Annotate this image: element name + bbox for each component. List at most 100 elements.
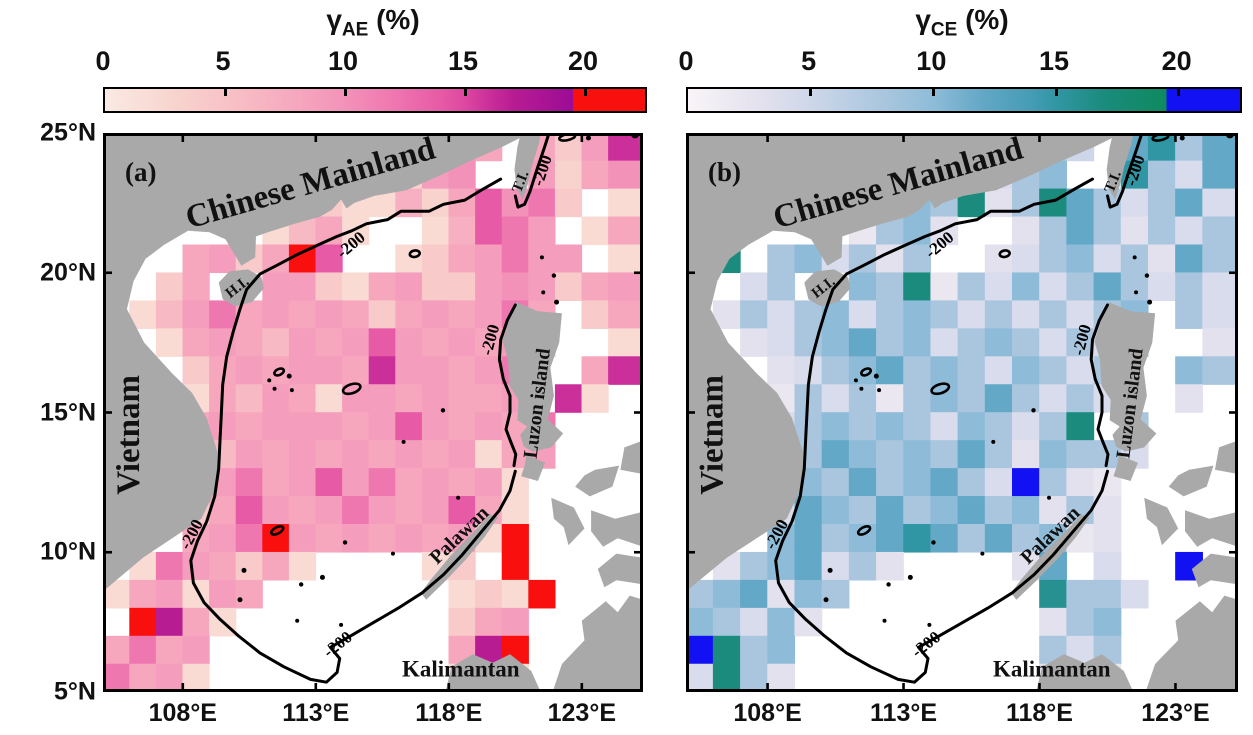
heatmap-cell	[528, 579, 556, 609]
land-hainan-island	[218, 269, 264, 307]
heatmap-cell	[315, 356, 343, 385]
colorbar-tick-label: 0	[95, 46, 111, 76]
colorbar-tick-label: 20	[1161, 46, 1192, 76]
colorbar-ae	[103, 87, 647, 113]
heatmap-cell	[448, 356, 476, 385]
heatmap-cell	[448, 468, 476, 497]
colorbar-ticks-ae: 0 5 10 15 20	[95, 46, 643, 78]
heatmap-cell	[448, 579, 476, 609]
isobath-shelf-edge-main	[189, 177, 517, 684]
heatmap-cell	[686, 635, 714, 665]
heatmap-cell	[554, 244, 583, 274]
heatmap-cell	[395, 384, 423, 413]
island-dot	[272, 386, 277, 391]
heatmap-cell	[821, 496, 850, 525]
island-dot	[827, 567, 833, 573]
heatmap-cell	[421, 384, 450, 413]
island-dot	[1031, 408, 1036, 413]
heatmap-cell	[876, 272, 904, 301]
heatmap-cell	[1012, 272, 1040, 301]
heatmap-cell	[876, 328, 904, 357]
heatmap-cell	[1066, 300, 1095, 329]
heatmap-cell	[930, 384, 959, 413]
island-dot	[339, 622, 344, 627]
heatmap-cell	[342, 272, 370, 301]
heatmap-cell	[448, 244, 476, 274]
heatmap-cell	[1012, 468, 1040, 497]
heatmap-cell	[876, 524, 904, 553]
heatmap-cell	[288, 496, 317, 525]
heatmap-cell	[821, 356, 850, 385]
heatmap-cell	[848, 468, 877, 497]
lat-tick-label: 20°N	[40, 258, 96, 287]
heatmap-cell	[1066, 244, 1095, 274]
heatmap-cell	[767, 244, 796, 274]
panel-label: (a)	[125, 157, 156, 187]
heatmap-cell	[368, 384, 396, 413]
island-dot	[927, 622, 932, 627]
place-label-kalimantan: Kalimantan	[993, 657, 1111, 682]
island-dot	[823, 597, 829, 603]
heatmap-cell	[501, 607, 529, 637]
heatmap-cell	[930, 272, 959, 301]
heatmap-cell	[155, 551, 184, 581]
heatmap-cell	[1066, 412, 1095, 441]
land-samar-blob	[620, 440, 643, 474]
island-dot	[585, 135, 591, 141]
heatmap-cell	[1093, 524, 1122, 553]
heatmap-cell	[957, 440, 986, 469]
heatmap-cell	[930, 216, 959, 246]
island-dot	[931, 540, 936, 545]
heatmap-cell	[930, 496, 959, 525]
land-chinese-mainland-vietnam	[103, 133, 530, 592]
colorbar-ce	[686, 87, 1242, 113]
heatmap-cell	[1093, 244, 1122, 274]
heatmap-cell	[957, 356, 986, 385]
heatmap-cell	[368, 524, 396, 553]
heatmap-cell	[288, 328, 317, 357]
heatmap-cell	[235, 468, 263, 497]
heatmap-cell	[448, 412, 476, 441]
heatmap-cell	[1012, 356, 1040, 385]
heatmap-cell	[1066, 328, 1095, 357]
heatmap-cell	[581, 160, 609, 190]
heatmap-cell	[1093, 551, 1122, 581]
heatmap-cell	[608, 272, 643, 301]
lon-tick-label: 108°E	[733, 699, 802, 727]
heatmap-cell	[395, 244, 423, 274]
island-dot	[980, 551, 985, 556]
heatmap-cell	[475, 328, 503, 357]
heatmap-cell	[1175, 356, 1203, 385]
heatmap-cell	[794, 524, 823, 553]
island-dot	[873, 373, 879, 379]
heatmap-cell	[984, 272, 1013, 301]
heatmap-cell	[235, 412, 263, 441]
colorbar-tick-mark	[1054, 89, 1058, 96]
gamma-subscript-ae: AE	[341, 19, 369, 41]
heatmap-cell	[1120, 272, 1149, 301]
heatmap-cell	[475, 440, 503, 469]
heatmap-cell	[554, 384, 583, 413]
heatmap-cell	[209, 412, 237, 441]
heatmap-cell	[315, 468, 343, 497]
heatmap-cell	[848, 244, 877, 274]
isobath-taiwan-east	[1106, 133, 1144, 209]
heatmap-cell	[876, 496, 904, 525]
heatmap-cell	[1175, 384, 1203, 413]
heatmap-cell	[1175, 133, 1203, 162]
heatmap-cell	[155, 328, 184, 357]
heatmap-cell	[767, 328, 796, 357]
heatmap-cell	[1012, 496, 1040, 525]
heatmap-cell	[740, 551, 768, 581]
heatmap-cell	[821, 412, 850, 441]
heatmap-cell	[421, 412, 450, 441]
heatmap-cell	[767, 663, 796, 692]
heatmap-cell	[821, 579, 850, 609]
land-visayas-blob	[1168, 465, 1214, 497]
heatmap-cell	[155, 272, 184, 301]
land-chinese-mainland-vietnam	[686, 133, 1123, 592]
heatmap-cell	[342, 496, 370, 525]
heatmap-cell	[182, 635, 210, 665]
heatmap-cell	[421, 440, 450, 469]
